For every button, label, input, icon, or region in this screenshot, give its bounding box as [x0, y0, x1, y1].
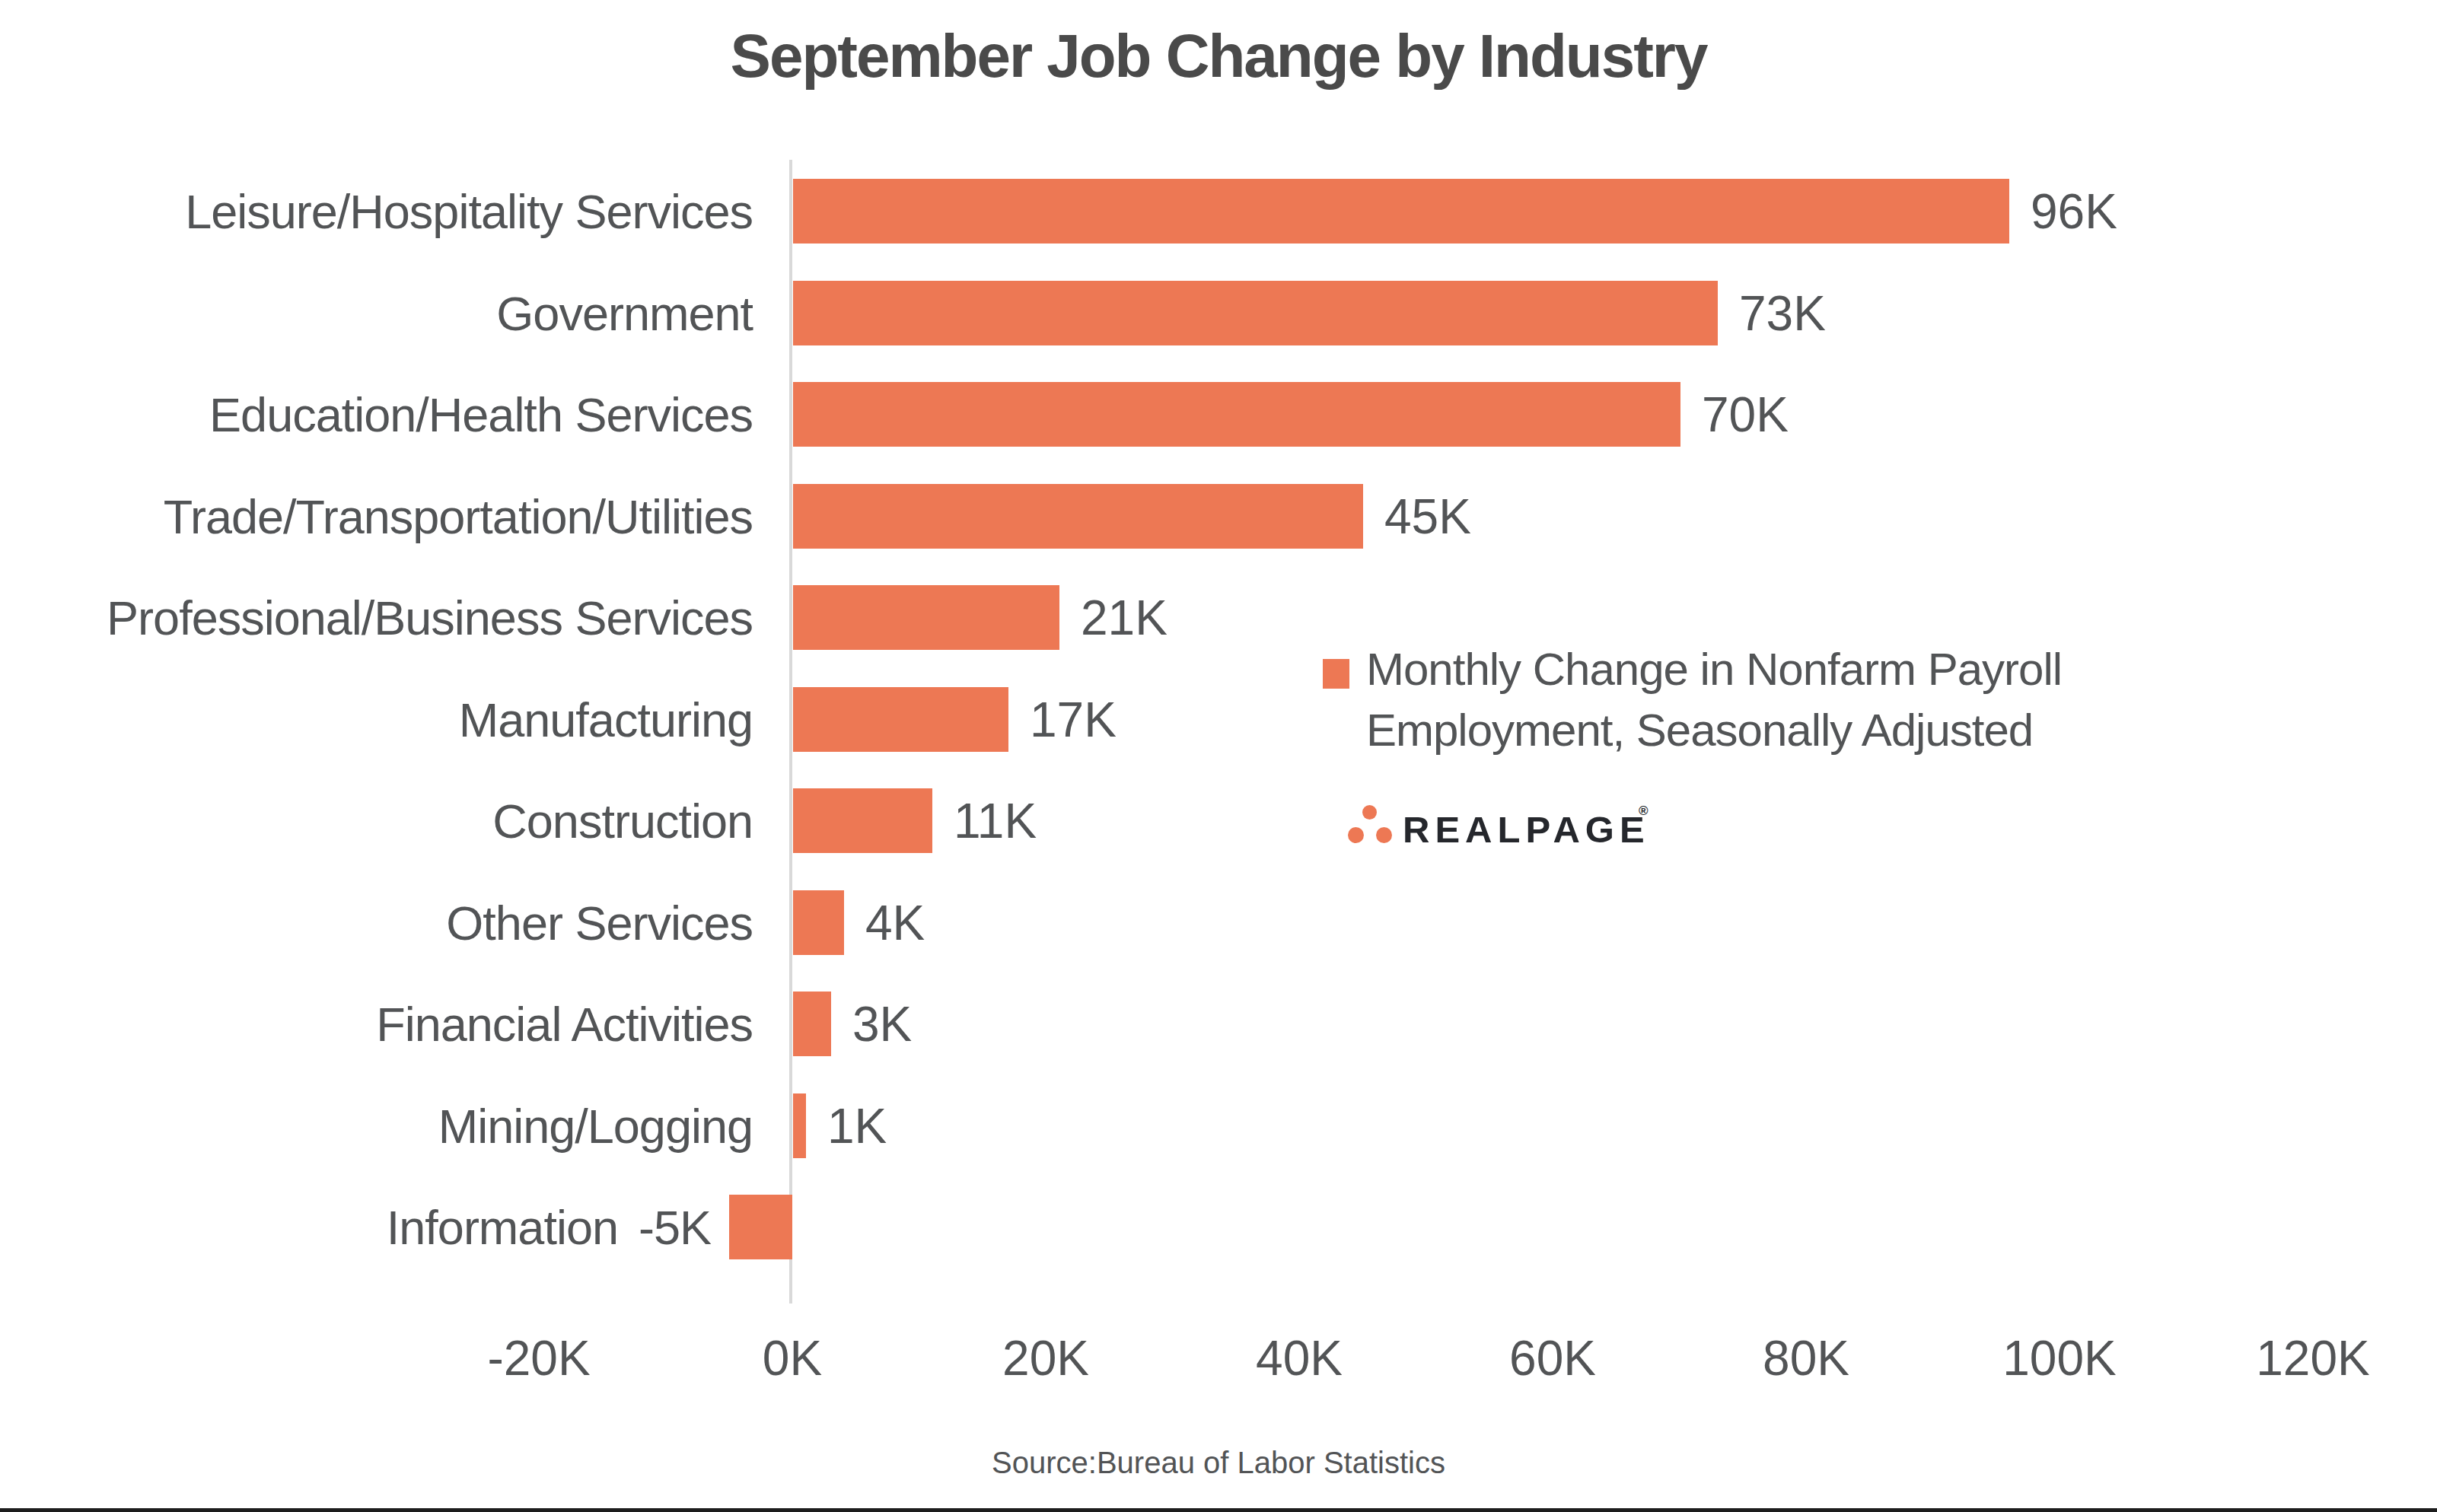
bar-row: Professional/Business Services 21K [0, 567, 2437, 669]
logo-dot-icon [1362, 805, 1377, 820]
category-label: Government [0, 263, 753, 364]
value-label: 96K [2031, 161, 2117, 263]
value-label: 70K [1702, 364, 1789, 466]
x-axis-tick-label: 0K [693, 1330, 891, 1386]
category-label: Construction [0, 770, 753, 872]
x-axis-tick-label: 80K [1707, 1330, 1905, 1386]
source-note: Source:Bureau of Labor Statistics [0, 1446, 2437, 1480]
category-label-text: Information [387, 1200, 618, 1255]
bar-row: Mining/Logging 1K [0, 1075, 2437, 1177]
legend-label-line2: Employment, Seasonally Adjusted [1366, 700, 2062, 761]
category-label: Professional/Business Services [0, 567, 753, 669]
bar [793, 992, 831, 1056]
bar [729, 1195, 792, 1259]
value-label: 4K [865, 872, 925, 974]
bar [793, 687, 1008, 752]
value-label: -5K [639, 1200, 711, 1255]
bar [793, 585, 1059, 650]
value-label: 11K [954, 770, 1037, 872]
bar-chart-plot-area: Leisure/Hospitality Services96KGovernmen… [0, 0, 2437, 1512]
x-axis-tick-label: -20K [440, 1330, 638, 1386]
legend-marker [1323, 659, 1349, 689]
bar [793, 788, 932, 853]
registered-trademark-symbol: ® [1639, 804, 1649, 819]
chart-page: September Job Change by Industry Leisure… [0, 0, 2437, 1512]
value-label: 73K [1739, 263, 1826, 364]
category-label: Manufacturing [0, 669, 753, 771]
value-label: 21K [1081, 567, 1168, 669]
category-label: Mining/Logging [0, 1075, 753, 1177]
bar [793, 1093, 806, 1158]
legend-label: Monthly Change in Nonfarm Payroll Employ… [1366, 639, 2062, 761]
x-axis-tick-label: 40K [1200, 1330, 1398, 1386]
category-label: Education/Health Services [0, 364, 753, 466]
legend-label-line1: Monthly Change in Nonfarm Payroll [1366, 639, 2062, 700]
x-axis-tick-label: 20K [947, 1330, 1145, 1386]
bar-row: Manufacturing 17K [0, 669, 2437, 771]
category-label: Information -5K [0, 1176, 711, 1278]
bar-row: Trade/Transportation/Utilities 45K [0, 466, 2437, 568]
logo-dot-icon [1348, 827, 1364, 843]
x-axis-tick-label: 60K [1454, 1330, 1652, 1386]
category-label: Other Services [0, 872, 753, 974]
bar-row: Other Services 4K [0, 872, 2437, 974]
category-label: Leisure/Hospitality Services [0, 161, 753, 263]
x-axis-tick-label: 100K [1961, 1330, 2158, 1386]
bar [793, 484, 1363, 549]
bar-row: Education/Health Services 70K [0, 364, 2437, 466]
x-axis-tick-label: 120K [2214, 1330, 2412, 1386]
bottom-rule [0, 1508, 2437, 1512]
value-label: 17K [1030, 669, 1117, 771]
logo-wordmark: REALPAGE [1403, 808, 1650, 851]
bar-row: Information -5K [0, 1176, 2437, 1278]
value-label: 45K [1384, 466, 1471, 568]
category-label: Financial Activities [0, 973, 753, 1075]
category-label: Trade/Transportation/Utilities [0, 466, 753, 568]
bar [793, 382, 1680, 447]
bar [793, 281, 1718, 345]
value-label: 3K [852, 973, 912, 1075]
logo-dot-icon [1376, 827, 1392, 843]
value-label: 1K [827, 1075, 887, 1177]
bar-row: Government 73K [0, 263, 2437, 364]
bar-row: Leisure/Hospitality Services 96K [0, 161, 2437, 263]
bar [793, 179, 2009, 244]
bar-row: Financial Activities 3K [0, 973, 2437, 1075]
bar-row: Construction 11K [0, 770, 2437, 872]
bar [793, 890, 844, 955]
